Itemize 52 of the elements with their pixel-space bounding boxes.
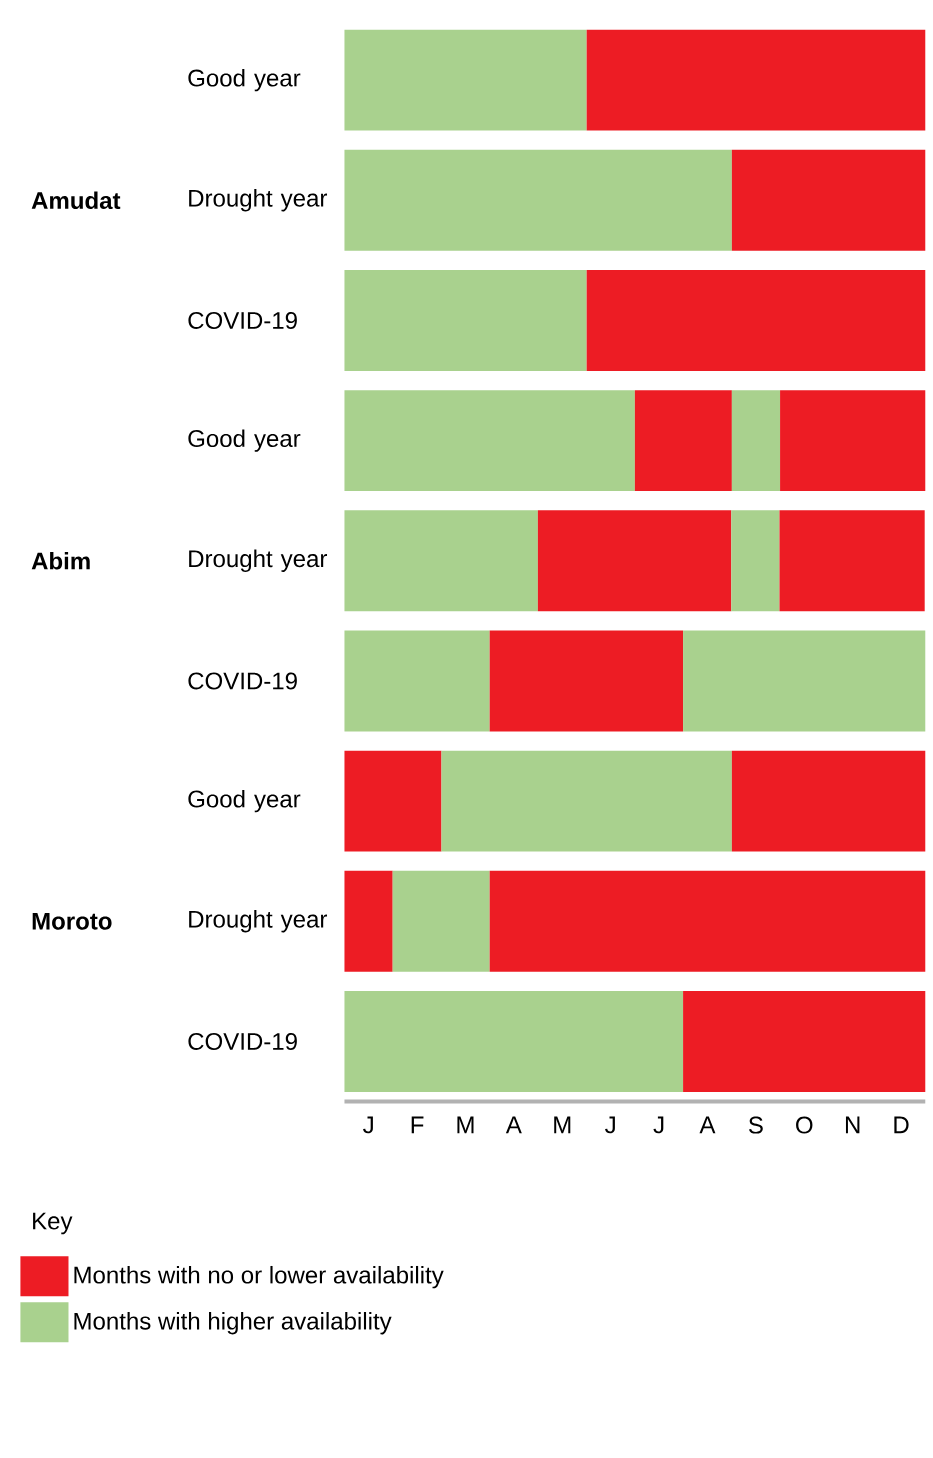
- y-tick-label: Good year: [188, 68, 301, 92]
- text: M: [457, 1116, 474, 1134]
- y-tick-label: Drought year: [189, 189, 327, 212]
- y2-tick-label: Abim: [31, 551, 90, 570]
- bar: [344, 630, 490, 732]
- y-tick-label: Drought year: [189, 910, 327, 933]
- bar: [489, 630, 683, 732]
- bar: [344, 269, 587, 371]
- bar: [344, 750, 442, 852]
- y-tick-label: Good year: [188, 789, 301, 813]
- bar: [682, 990, 926, 1092]
- bar: [489, 870, 926, 972]
- y-tick-label: Good year: [188, 429, 301, 452]
- bar: [586, 29, 926, 131]
- bar: [344, 149, 732, 251]
- y-tick-label: Drought year: [189, 549, 327, 572]
- bar: [537, 510, 732, 612]
- text: A: [699, 1116, 716, 1134]
- bar: [779, 510, 925, 612]
- text: J: [604, 1116, 615, 1134]
- bar: [586, 269, 926, 371]
- bar: [634, 390, 732, 492]
- bar: [344, 870, 393, 972]
- bar: [682, 630, 926, 732]
- text: M: [554, 1116, 571, 1134]
- y-tick-label: COVID-19: [188, 311, 297, 329]
- text: D: [894, 1116, 909, 1134]
- text: J: [362, 1116, 373, 1134]
- bar: [344, 990, 683, 1092]
- bar: [731, 510, 780, 612]
- text: A: [505, 1116, 522, 1134]
- text: S: [748, 1116, 763, 1134]
- bar: [731, 390, 780, 492]
- bar: [731, 750, 926, 852]
- y2-tick-label: Moroto: [32, 912, 112, 930]
- legend-label: Months with no or lower availability: [74, 1265, 444, 1289]
- text: F: [411, 1116, 424, 1134]
- text: O: [795, 1116, 813, 1134]
- y2-tick-label: Amudat: [31, 191, 121, 210]
- bar: [344, 510, 538, 612]
- bar: [344, 390, 635, 492]
- y-tick-label: COVID-19: [188, 672, 297, 690]
- y-tick-label: COVID-19: [188, 1032, 297, 1050]
- bar: [731, 149, 926, 251]
- bar: [779, 390, 926, 492]
- text: J: [653, 1116, 664, 1134]
- legend-label: Months with higher availability: [74, 1312, 392, 1335]
- legend-title: Key: [32, 1212, 73, 1235]
- bar: [344, 29, 587, 131]
- bar: [392, 870, 490, 972]
- bar: [441, 750, 732, 852]
- text: N: [845, 1116, 860, 1134]
